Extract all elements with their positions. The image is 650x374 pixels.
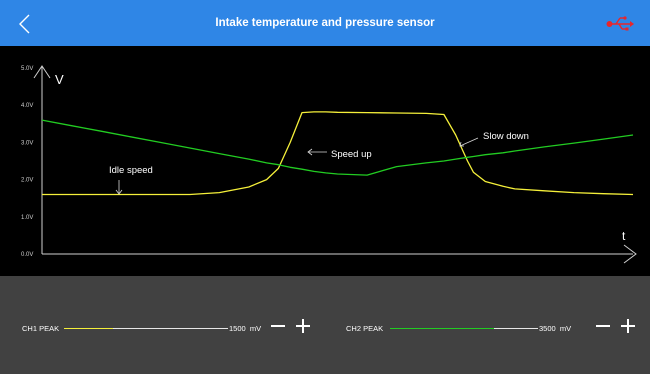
ch2-slider[interactable] <box>390 328 538 329</box>
page-title: Intake temperature and pressure sensor <box>215 17 435 29</box>
chevron-left-icon[interactable] <box>14 12 38 36</box>
y-tick-label: 2.0V <box>21 178 33 184</box>
ch2-slider-fill <box>390 328 494 329</box>
y-axis-arrow <box>33 65 51 79</box>
ch2-label: CH2 PEAK <box>346 324 384 333</box>
annotation-speed-up: Speed up <box>331 149 372 160</box>
control-panel: CH1 PEAK 1500 mV CH2 PEAK 3500 mV <box>0 276 650 374</box>
ch1-label: CH1 PEAK <box>22 324 60 333</box>
annotation-slow-down: Slow down <box>483 131 529 142</box>
annotation-idle-speed: Idle speed <box>109 165 153 176</box>
waveform-chart: V t 0.0V 1.0V 2.0V 3.0V 4.0V 5.0V Idle speed … <box>0 46 650 276</box>
ch2-value: 3500 <box>539 324 556 333</box>
ch1-slider-fill <box>64 328 114 329</box>
series-line-2 <box>41 119 634 176</box>
annotation-slowdown-pointer <box>459 137 479 147</box>
annotation-speedup-arrowhead <box>307 148 313 156</box>
ch2-value-display: 3500 mV <box>539 324 571 333</box>
x-axis-label: t <box>622 229 626 243</box>
ch1-value-display: 1500 mV <box>229 324 261 333</box>
minus-icon[interactable] <box>595 318 611 334</box>
annotation-idle-arrowhead <box>115 189 123 195</box>
waveform-svg: V t 0.0V1.0V2.0V3.0V4.0V5.0V Idle speed … <box>21 65 637 264</box>
ch2-unit: mV <box>559 324 572 333</box>
plus-icon[interactable] <box>620 318 636 334</box>
y-tick-label: 3.0V <box>21 140 33 146</box>
usb-icon <box>606 16 634 31</box>
app-header: Intake temperature and pressure sensor <box>0 0 650 46</box>
y-tick-label: 0.0V <box>21 252 33 258</box>
ch1-slider[interactable] <box>64 328 228 329</box>
series-line-1 <box>42 111 634 196</box>
y-tick-label: 5.0V <box>21 66 33 72</box>
ch1-value: 1500 <box>229 324 246 333</box>
y-tick-label: 4.0V <box>21 103 33 109</box>
annotation-slowdown-arrowhead <box>459 141 464 147</box>
plus-icon[interactable] <box>295 318 311 334</box>
y-axis-label: V <box>55 72 64 87</box>
minus-icon[interactable] <box>270 318 286 334</box>
ch1-unit: mV <box>249 324 262 333</box>
x-axis-arrow <box>623 244 637 264</box>
y-tick-label: 1.0V <box>21 215 33 221</box>
